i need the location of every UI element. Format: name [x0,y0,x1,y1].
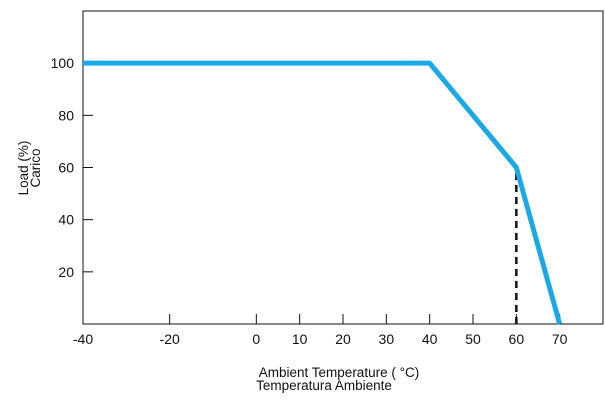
x-tick-label: -20 [160,331,180,347]
x-tick-label: 70 [552,331,568,347]
x-tick-label: 40 [422,331,438,347]
series-line [83,63,560,324]
x-tick-label: 30 [379,331,395,347]
series-layer [83,63,560,324]
x-tick-label: 50 [465,331,481,347]
y-tick-label: 100 [51,55,75,71]
x-tick-label: 0 [252,331,260,347]
x-axis-ticks: -40 -20 0 10 20 30 40 50 60 70 [73,314,568,347]
y-axis-ticks: 20 40 60 80 100 [51,55,93,280]
plot-frame [83,11,603,324]
x-tick-label: 20 [335,331,351,347]
y-axis-title-line-2: Carico [28,148,43,187]
x-tick-label: 10 [292,331,308,347]
x-axis-title-line-2: Temperatura Ambiente [256,378,392,393]
y-tick-label: 40 [58,212,74,228]
y-tick-label: 80 [58,107,74,123]
y-tick-label: 20 [58,264,74,280]
x-tick-label: -40 [73,331,93,347]
x-tick-label: 60 [509,331,525,347]
y-tick-label: 60 [58,160,74,176]
